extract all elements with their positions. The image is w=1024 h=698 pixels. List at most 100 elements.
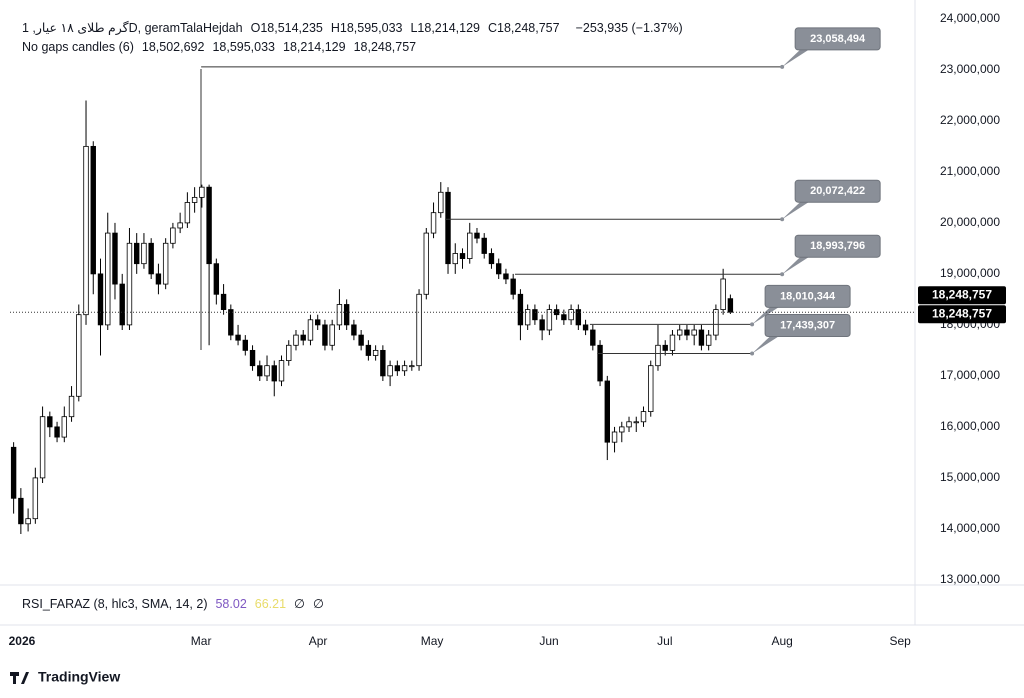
candle-body <box>495 263 502 275</box>
candle-body <box>293 334 299 346</box>
level-label-box <box>764 313 851 337</box>
y-tick-label: 24,000,000 <box>940 11 1000 25</box>
brand: TradingView <box>38 669 120 685</box>
study-value: 18,595,033 <box>212 40 275 54</box>
candle-body <box>705 334 712 346</box>
candle-body <box>416 293 422 367</box>
price-tag <box>918 286 1006 305</box>
level-label: 23,058,494 <box>810 33 866 45</box>
candle-body <box>720 278 726 310</box>
candle-body <box>329 324 335 346</box>
candle-body <box>568 309 574 321</box>
candle-body <box>228 309 234 336</box>
candle-body <box>365 344 372 356</box>
candle-body <box>206 186 212 265</box>
candle-body <box>300 334 306 341</box>
candle-body <box>278 360 285 382</box>
level-callout <box>782 46 814 67</box>
ohlc-key: H <box>330 21 340 35</box>
level-label: 20,072,422 <box>810 185 865 197</box>
ohlc-value: 18,214,129 <box>417 21 480 35</box>
candle-body <box>430 212 437 234</box>
candle-body <box>10 446 17 499</box>
candle-body <box>546 309 553 331</box>
candle-body <box>633 421 639 424</box>
x-tick-label: 2026 <box>9 634 36 648</box>
candle-body <box>619 426 625 433</box>
candle-body <box>249 349 256 367</box>
candle-body <box>662 344 668 351</box>
x-tick-label: Sep <box>889 634 911 648</box>
y-tick-label: 17,000,000 <box>940 368 1000 382</box>
price-tag <box>918 305 1006 324</box>
candle-body <box>517 293 524 326</box>
level-callout <box>752 333 784 354</box>
candle-body <box>271 365 277 382</box>
candle-body <box>380 349 386 377</box>
y-tick-label: 13,000,000 <box>940 572 1000 586</box>
y-tick-label: 15,000,000 <box>940 470 1000 484</box>
candle-body <box>126 242 133 326</box>
candle-body <box>604 380 610 443</box>
logo-icon <box>10 672 29 684</box>
candle-body <box>184 202 191 224</box>
study-value: 18,214,129 <box>283 40 346 54</box>
level-anchor <box>750 322 755 327</box>
candle-body <box>343 304 350 326</box>
candle-body <box>155 273 162 285</box>
candle-body <box>561 314 567 321</box>
candle-body <box>83 145 89 316</box>
candle-body <box>713 309 719 336</box>
indicator-name: RSI_FARAZ (8, hlc3, SMA, 14, 2) <box>22 597 208 611</box>
candle-body <box>669 334 676 351</box>
candle-body <box>372 349 379 356</box>
indicator-value: ∅ <box>294 597 305 611</box>
candle-body <box>640 411 647 423</box>
candle-body <box>322 324 328 346</box>
x-tick-label: Mar <box>191 634 212 648</box>
candle-body <box>626 421 632 428</box>
candle-body <box>358 334 364 346</box>
candle-body <box>264 365 270 377</box>
study-value: 18,502,692 <box>141 40 205 54</box>
candle-body <box>452 253 458 265</box>
candle-body <box>133 242 140 265</box>
candle-body <box>18 497 24 525</box>
candle-body <box>488 253 495 265</box>
ohlc: O18,514,235 H18,595,033 L18,214,129 C18,248… <box>251 21 568 35</box>
y-tick-label: 22,000,000 <box>940 113 1000 127</box>
y-tick-label: 23,000,000 <box>940 62 1000 76</box>
level-anchor <box>780 64 785 69</box>
candle-body <box>438 191 444 214</box>
candle-body <box>97 273 104 326</box>
study-value: 18,248,757 <box>353 40 417 54</box>
candle-body <box>597 344 603 382</box>
candle-body <box>401 365 408 372</box>
ohlc-value: 18,514,235 <box>260 21 323 35</box>
study-values: 18,502,692 18,595,033 18,214,129 18,248,757 <box>142 40 424 54</box>
ohlc-key: O <box>250 21 261 35</box>
x-tick-label: Apr <box>309 634 328 648</box>
ohlc-key: L <box>410 21 418 35</box>
candle-body <box>141 242 147 265</box>
indicator-value: 58.02 <box>215 597 247 611</box>
study-name: No gaps candles (6) <box>22 40 134 54</box>
y-tick-label: 19,000,000 <box>940 266 1000 280</box>
candle-body <box>257 365 263 377</box>
candle-body <box>314 319 321 326</box>
candle-body <box>220 293 227 310</box>
price-tag-label: 18,248,757 <box>932 287 992 301</box>
candle-body <box>423 232 429 295</box>
x-tick-label: Jul <box>657 634 672 648</box>
candle-body <box>25 518 31 525</box>
candle-body <box>286 344 292 361</box>
y-tick-label: 21,000,000 <box>940 164 1000 178</box>
candle-body <box>170 227 176 244</box>
candle-body <box>474 232 480 239</box>
candle-body <box>524 309 531 326</box>
y-tick-label: 14,000,000 <box>940 521 1000 535</box>
level-anchor <box>780 272 785 277</box>
indicator-value: 66.21 <box>254 597 287 611</box>
